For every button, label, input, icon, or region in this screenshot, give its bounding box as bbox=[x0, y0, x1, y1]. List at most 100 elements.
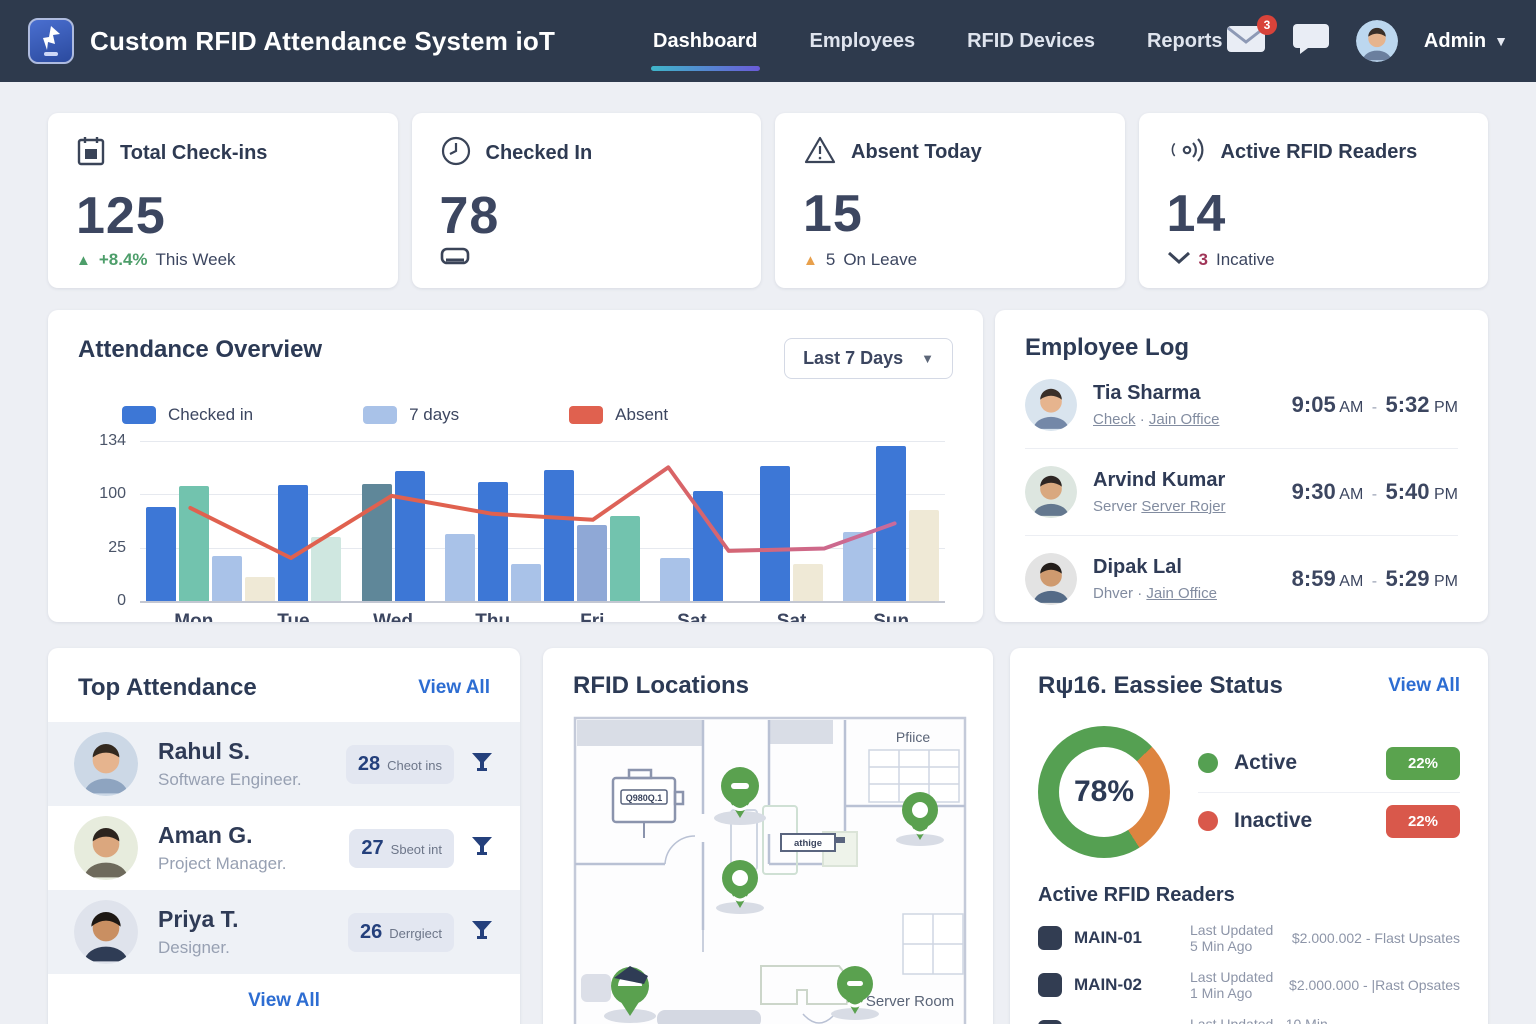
view-all-link[interactable]: View All bbox=[418, 677, 490, 698]
reader-extra: $2.000.000 - |Rast Opsates bbox=[1289, 977, 1460, 993]
reader-extra: $2.000.002 - Flast Upsates bbox=[1291, 930, 1460, 946]
donut-percentage: 78% bbox=[1073, 775, 1135, 808]
x-axis-label: Tue bbox=[277, 611, 310, 622]
reader-device-icon bbox=[1038, 1020, 1062, 1024]
view-all-link[interactable]: View All bbox=[248, 990, 320, 1011]
avatar bbox=[1025, 379, 1077, 431]
calendar-icon bbox=[76, 135, 106, 172]
bar-group bbox=[543, 441, 643, 601]
x-axis-label: Sat bbox=[677, 611, 707, 622]
bar-group bbox=[343, 441, 443, 601]
legend-label: Absent bbox=[615, 405, 669, 424]
legend-7-days: 7 days bbox=[363, 405, 459, 425]
app-title: Custom RFID Attendance System ioT bbox=[90, 25, 556, 56]
legend-swatch bbox=[569, 406, 604, 424]
separator: · bbox=[1137, 585, 1143, 602]
status-badge: 22% bbox=[1385, 746, 1460, 780]
brand: Custom RFID Attendance System ioT bbox=[28, 18, 555, 64]
employee-log-panel: Employee Log Tia Sharma Check · Jain Off… bbox=[995, 310, 1488, 622]
view-all-link[interactable]: View All bbox=[1388, 675, 1460, 696]
reader-status-donut: 78% bbox=[1038, 726, 1170, 858]
employee-name: Aman G. bbox=[158, 822, 253, 848]
chat-icon[interactable] bbox=[1292, 23, 1330, 60]
x-axis-label: Sat bbox=[776, 611, 807, 622]
map-pin-icon bbox=[604, 966, 656, 1023]
mail-icon[interactable]: 3 bbox=[1226, 14, 1277, 59]
bar bbox=[245, 577, 276, 601]
office-label: Pfiice bbox=[896, 729, 930, 745]
legend-swatch bbox=[363, 406, 398, 424]
bar bbox=[760, 466, 791, 601]
log-link[interactable]: Jain Office bbox=[1148, 411, 1220, 428]
bar-group bbox=[144, 441, 244, 601]
x-axis-labels: Mon Tue Wed Thu Fri Sat Sat Sun bbox=[140, 611, 945, 622]
attendance-rank-row: Rahul S. Software Engineer. 28 Cheot ins bbox=[48, 722, 520, 806]
nav-dashboard[interactable]: Dashboard bbox=[651, 20, 760, 71]
bar bbox=[909, 510, 940, 601]
stat-card-checked-in: Checked In 78 bbox=[411, 113, 761, 288]
stat-value: 15 bbox=[803, 185, 863, 243]
reader-updated: Last Updated 5 Min Ago bbox=[1190, 922, 1274, 954]
reader-row: MAIN-02 Last Updated 1 Min Ago $2.000.00… bbox=[1038, 969, 1460, 1001]
reader-updated: Last Updated · 10 Min Ago° bbox=[1190, 1016, 1328, 1024]
admin-menu[interactable]: Admin ▼ bbox=[1424, 30, 1508, 53]
log-text: Server bbox=[1093, 498, 1138, 515]
card-icon bbox=[440, 247, 470, 270]
rfid-device-icon: Q980Q.1 bbox=[611, 768, 685, 838]
bar bbox=[278, 485, 309, 601]
bar bbox=[394, 470, 425, 601]
bar bbox=[843, 531, 874, 601]
status-badge: 22% bbox=[1385, 804, 1460, 838]
attendance-rank-row: Priya T. Designer. 26 Derrgiect bbox=[48, 890, 520, 974]
status-label: Inactive bbox=[1234, 809, 1313, 832]
bar-group bbox=[642, 441, 742, 601]
date-range-dropdown[interactable]: Last 7 Days ▼ bbox=[784, 338, 953, 379]
x-axis-label: Sun bbox=[873, 611, 910, 622]
stat-footer-text: On Leave bbox=[843, 250, 918, 269]
nav-reports[interactable]: Reports bbox=[1146, 29, 1223, 52]
user-avatar[interactable] bbox=[1355, 20, 1398, 62]
trend-up-icon: ▲ bbox=[803, 251, 818, 269]
bar bbox=[178, 486, 209, 601]
map-pin-icon bbox=[716, 860, 764, 914]
map-pin-icon bbox=[714, 767, 766, 825]
entrance-label: athige bbox=[780, 833, 845, 852]
log-row: Dipak Lal Dhver · Jain Office 8:59 AM - … bbox=[1025, 536, 1458, 622]
bar bbox=[544, 469, 575, 601]
attendance-overview-panel: Attendance Overview Last 7 Days ▼ Checke… bbox=[48, 310, 983, 622]
bar bbox=[876, 445, 907, 601]
nav-rfid-devices[interactable]: RFID Devices bbox=[967, 29, 1095, 52]
nav-employees[interactable]: Employees bbox=[809, 29, 916, 52]
reader-row: SERVER-01 Last Updated · 10 Min Ago° ⟨Pl… bbox=[1038, 1016, 1460, 1024]
log-times: 9:30 AM - 5:40 PM bbox=[1291, 479, 1458, 504]
bar-plot bbox=[140, 441, 945, 601]
bar bbox=[510, 564, 541, 601]
employee-role: Project Manager. bbox=[158, 854, 287, 873]
panel-title: Top Attendance bbox=[78, 674, 257, 701]
trend-up-icon: ▲ bbox=[76, 251, 91, 269]
bar bbox=[660, 558, 691, 601]
stat-value: 14 bbox=[1166, 185, 1227, 243]
attendance-chart: 134 100 25 0 bbox=[99, 432, 945, 609]
panel-title: Attendance Overview bbox=[78, 336, 323, 363]
rfid-locations-panel: RFID Locations bbox=[543, 648, 993, 1024]
date-range-value: Last 7 Days bbox=[803, 348, 904, 368]
reader-status-panel: Rψ16. Eassiee Status View All 78% Active… bbox=[1010, 648, 1488, 1024]
separator: · bbox=[1139, 411, 1145, 428]
warning-icon bbox=[803, 135, 837, 170]
stats-row: Total Check-ins 125 ▲ +8.4% This Week Ch… bbox=[48, 113, 1488, 288]
bar-group bbox=[443, 441, 543, 601]
employee-name: Rahul S. bbox=[158, 738, 251, 764]
device-label: Q980Q.1 bbox=[626, 793, 663, 803]
bar bbox=[577, 524, 608, 601]
bar bbox=[145, 506, 176, 601]
stat-title: Checked In bbox=[485, 142, 593, 164]
status-legend-row: Active 22% bbox=[1198, 735, 1460, 793]
x-axis-label: Wed bbox=[373, 611, 413, 622]
log-link[interactable]: Check bbox=[1093, 411, 1136, 428]
log-link[interactable]: Server Rojer bbox=[1141, 498, 1226, 515]
checkins-badge: 26 Derrgiect bbox=[348, 912, 454, 952]
log-times: 8:59 AM - 5:29 PM bbox=[1291, 566, 1458, 591]
log-link[interactable]: Jain Office bbox=[1146, 585, 1217, 602]
svg-text:athige: athige bbox=[794, 838, 822, 849]
